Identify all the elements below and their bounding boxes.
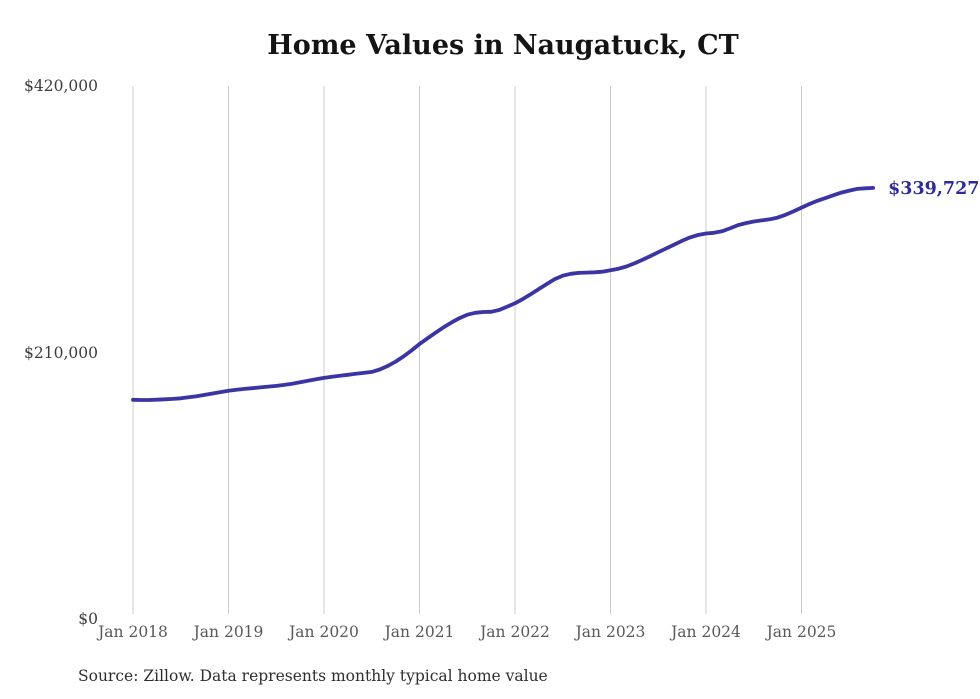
x-axis-label-jan-2018: Jan 2018 (96, 623, 168, 641)
x-axis-label-jan-2019: Jan 2019 (192, 623, 264, 641)
gridlines-group (132, 86, 802, 614)
y-axis-label-zero: $0 (78, 610, 98, 628)
home-value-line-series (131, 185, 875, 402)
x-axis-label-jan-2025: Jan 2025 (765, 623, 837, 641)
x-axis-labels-group: Jan 2018 Jan 2019 Jan 2020 Jan 2021 Jan 2022… (96, 623, 836, 641)
x-axis-label-jan-2022: Jan 2022 (478, 623, 550, 641)
source-note: Source: Zillow. Data represents monthly … (78, 667, 548, 685)
x-axis-label-jan-2024: Jan 2024 (669, 623, 741, 641)
x-axis-label-jan-2023: Jan 2023 (574, 623, 646, 641)
x-axis-label-jan-2021: Jan 2021 (383, 623, 455, 641)
y-axis-label-mid: $210,000 (24, 344, 98, 362)
latest-value-label: $339,727 (888, 179, 979, 199)
x-axis-label-jan-2020: Jan 2020 (287, 623, 359, 641)
chart-title: Home Values in Naugatuck, CT (267, 30, 738, 61)
y-axis-label-max: $420,000 (24, 77, 98, 95)
